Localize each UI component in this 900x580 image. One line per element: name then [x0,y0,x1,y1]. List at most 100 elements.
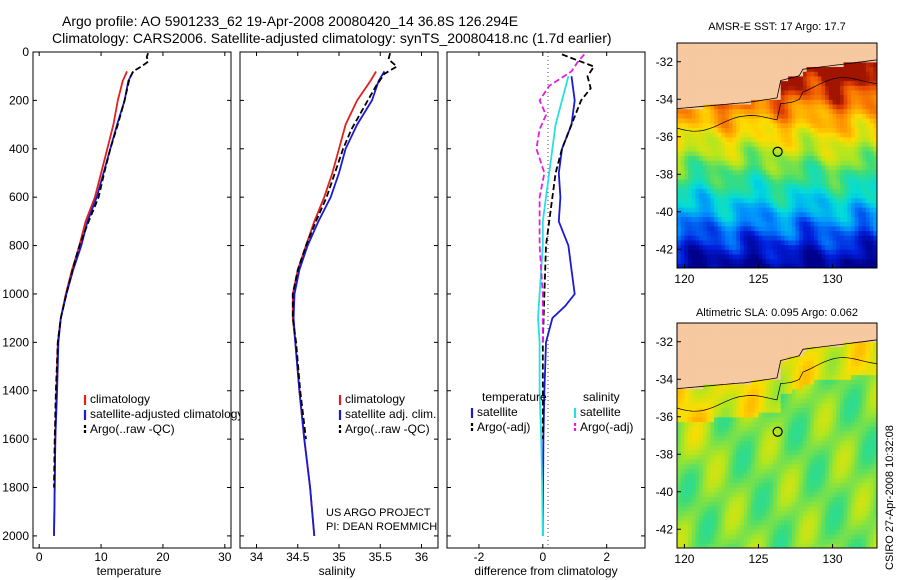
map-cell [769,197,774,203]
map-cell [817,440,823,446]
map-cell [817,383,823,390]
map-cell [828,202,834,208]
map-cell [773,543,778,548]
map-cell [810,57,815,63]
map-cell [677,421,682,427]
map-cell [791,113,797,119]
map-cell [710,332,715,338]
map-cell [688,374,693,380]
map-cell [780,193,785,199]
map-cell [825,85,830,91]
map-cell [710,150,715,157]
map-cell [784,346,789,352]
map-cell [780,454,785,460]
map-cell [839,160,845,166]
map-cell [747,193,752,199]
map-cell [795,169,800,175]
map-cell [714,253,719,260]
map-cell [680,477,685,483]
map-cell [791,482,797,488]
map-cell [684,127,689,133]
map-cell [728,365,734,371]
map-cell [873,225,877,232]
map-cell [784,473,789,479]
map-cell [680,57,685,63]
map-cell [754,327,760,333]
map-cell [769,85,774,91]
map-cell [832,332,837,338]
map-cell [714,374,719,380]
map-cell [865,132,871,138]
map-cell [839,351,845,357]
map-cell [743,383,748,390]
map-cell [751,458,756,465]
map-cell [725,463,730,469]
map-cell [802,85,808,91]
map-cell [743,388,748,394]
map-cell [810,94,815,100]
map-cell [784,211,789,218]
map-cell [802,57,808,63]
map-cell [847,519,852,526]
map-cell [747,473,752,479]
map-cell [758,519,763,526]
map-cell [691,164,697,171]
map-cell [732,524,737,530]
map-cell [714,398,719,404]
map-cell [817,332,823,338]
map-cell [847,235,852,241]
map-cell [702,249,708,255]
map-cell [721,71,726,77]
map-cell [862,169,867,175]
map-cell [821,327,826,333]
map-cell [688,426,693,432]
map-cell [810,487,815,493]
map-cell [862,216,867,222]
map-cell [788,178,793,185]
map-cell [836,221,841,227]
map-cell [732,197,737,203]
map-cell [773,515,778,521]
map-cell [677,355,682,362]
map-cell [688,216,693,222]
map-cell [832,402,837,408]
map-cell [754,221,760,227]
map-cell [691,146,697,152]
map-cell [839,524,845,530]
map-cell [739,407,745,413]
sla-heatmap [677,323,877,548]
map-cell [680,113,685,119]
map-cell [739,538,745,544]
map-cell [710,75,715,82]
map-cell [765,482,771,488]
map-cell [828,538,834,544]
map-cell [817,491,823,498]
argo-float-marker [772,146,783,157]
map-cell [806,341,811,348]
map-cell [873,43,877,49]
map-cell [702,323,708,329]
map-cell [691,197,697,203]
map-cell [821,524,826,530]
map-cell [847,202,852,208]
project-annotation-line1: US ARGO PROJECT [326,507,431,519]
map-cell [739,360,745,366]
map-cell [799,183,804,189]
map-cell [758,249,763,255]
map-cell [806,426,811,432]
map-cell [810,332,815,338]
map-cell [832,374,837,380]
map-cell [832,383,837,390]
map-cell [739,99,745,105]
map-cell [699,99,704,105]
map-cell [717,57,723,63]
map-cell [854,141,860,147]
map-cell [788,183,793,189]
map-cell [854,183,860,189]
map-cell [765,239,771,246]
map-cell [821,454,826,460]
map-cell [825,99,830,105]
map-cell [706,244,711,250]
map-cell [739,529,745,535]
map-cell [762,141,767,147]
